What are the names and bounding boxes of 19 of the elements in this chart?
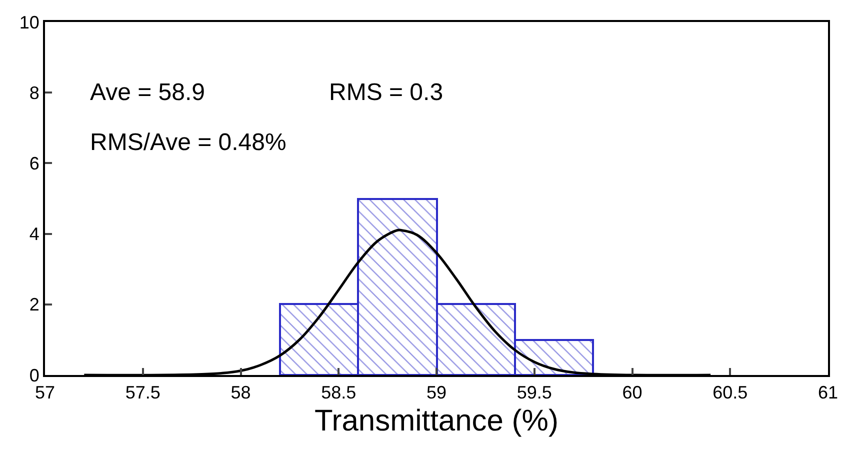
annotation: RMS = 0.3 <box>329 79 444 106</box>
y-tick-label: 4 <box>29 224 40 244</box>
x-axis-title: Transmittance (%) <box>314 404 558 438</box>
x-tick-label: 57 <box>34 382 56 403</box>
x-tick-label: 58 <box>230 382 251 403</box>
y-tick-label: 0 <box>29 365 40 386</box>
y-tick-label: 10 <box>19 12 40 32</box>
annotation: RMS/Ave = 0.48% <box>90 129 286 156</box>
y-tick-label: 8 <box>29 82 40 103</box>
x-tick-label: 61 <box>818 382 838 403</box>
y-tick-label: 6 <box>29 154 40 174</box>
x-tick-label: 59.5 <box>516 382 552 403</box>
x-tick-label: 58.5 <box>321 382 356 403</box>
x-tick-label: 57.5 <box>125 382 160 403</box>
annotation: Ave = 58.9 <box>90 79 205 106</box>
x-tick-label: 60.5 <box>712 382 748 403</box>
x-tick-label: 59 <box>426 382 447 403</box>
y-tick-label: 2 <box>29 294 40 315</box>
x-tick-label: 60 <box>622 382 642 403</box>
